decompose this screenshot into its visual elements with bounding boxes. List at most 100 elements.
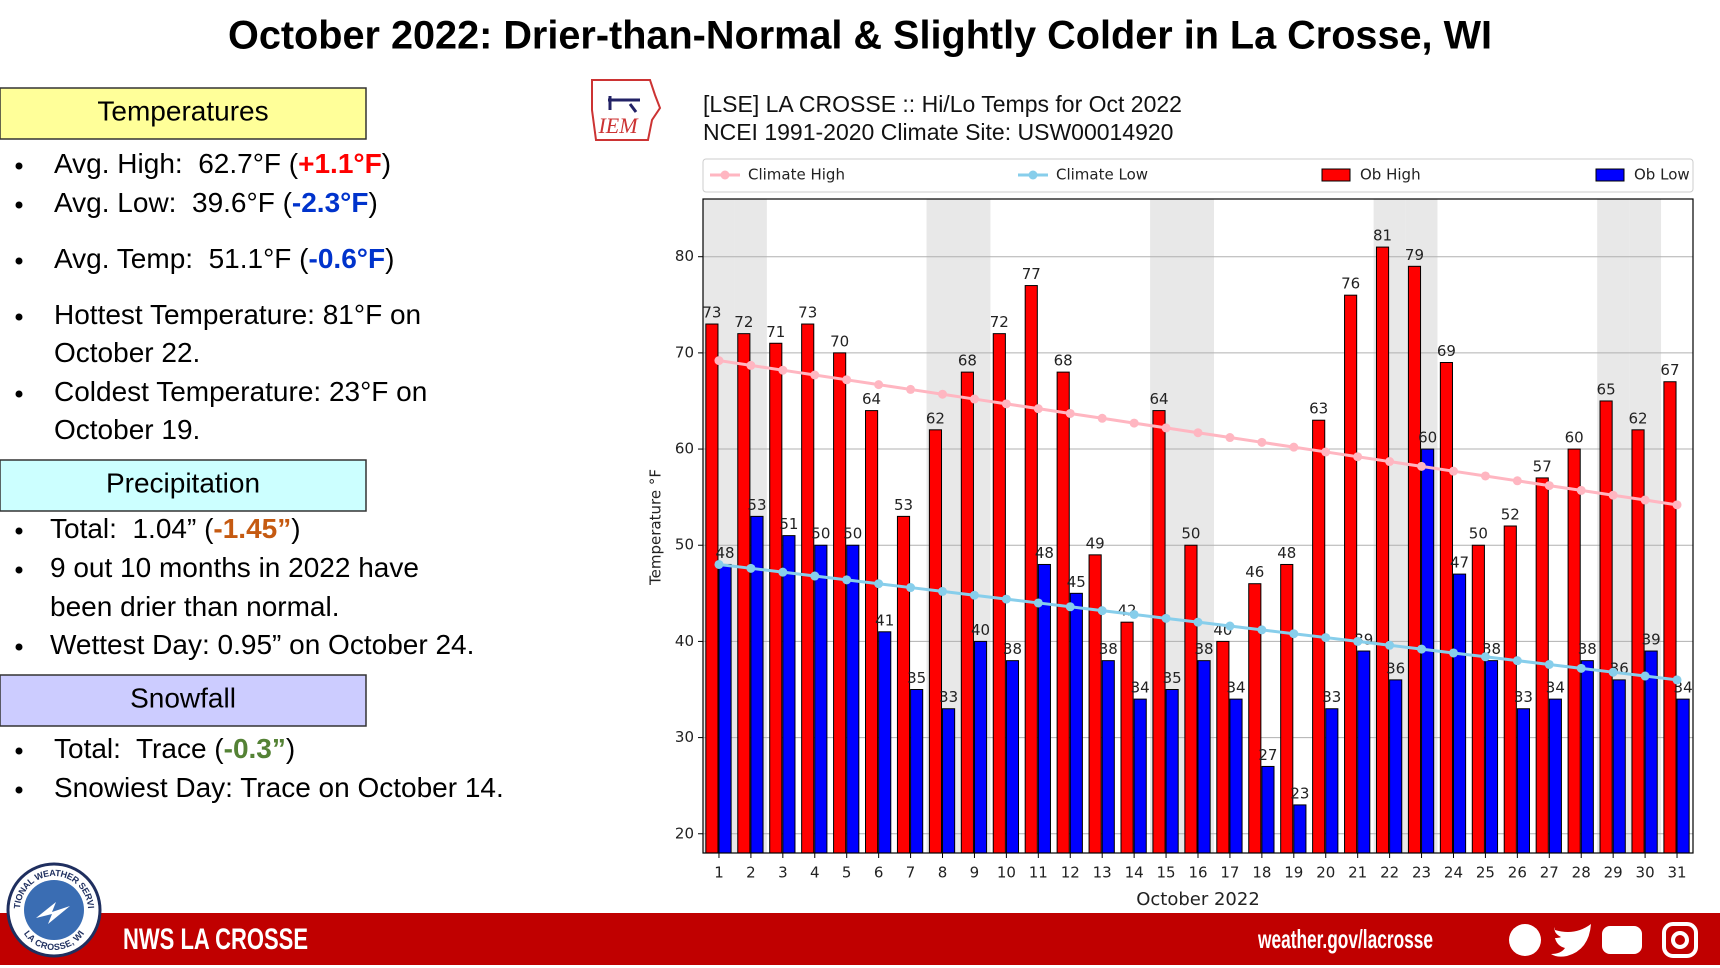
climate-point <box>1161 613 1171 623</box>
bullet <box>15 257 23 265</box>
bar <box>992 333 1006 854</box>
data-label: 34 <box>1131 679 1150 697</box>
climate-point <box>810 370 820 380</box>
bar <box>865 410 879 854</box>
bar <box>960 371 974 854</box>
climate-point <box>1321 447 1331 457</box>
climate-point <box>1225 433 1235 443</box>
climate-point <box>874 380 884 390</box>
climate-point <box>1289 629 1299 639</box>
x-tick-label: 11 <box>1029 864 1048 882</box>
y-tick-label: 60 <box>675 440 694 458</box>
x-tick-label: 30 <box>1636 864 1655 882</box>
x-tick-label: 8 <box>938 864 948 882</box>
legend-swatch <box>1595 168 1625 182</box>
x-tick-label: 27 <box>1540 864 1559 882</box>
data-label: 39 <box>1642 631 1661 649</box>
x-tick-label: 9 <box>970 864 980 882</box>
x-tick-label: 6 <box>874 864 884 882</box>
bar <box>705 323 719 854</box>
bar <box>942 708 956 854</box>
bar <box>1133 698 1147 854</box>
x-tick-label: 5 <box>842 864 852 882</box>
climate-point <box>1640 671 1650 681</box>
chart-title: [LSE] LA CROSSE :: Hi/Lo Temps for Oct 2… <box>703 91 1182 117</box>
climate-point <box>1353 452 1363 462</box>
bar <box>1676 698 1690 854</box>
x-tick-label: 23 <box>1412 864 1431 882</box>
data-label: 46 <box>1245 563 1264 581</box>
bar <box>769 342 783 854</box>
climate-point <box>1065 408 1075 418</box>
bar <box>1407 265 1422 854</box>
data-label: 50 <box>843 525 862 543</box>
climate-point <box>969 590 979 600</box>
bar <box>1229 698 1243 854</box>
bar <box>1024 285 1038 854</box>
x-tick-label: 26 <box>1508 864 1527 882</box>
bullet <box>15 527 23 535</box>
data-label: 72 <box>990 313 1009 331</box>
item-segment: ) <box>286 733 295 764</box>
item-segment: -2.3°F <box>292 187 369 218</box>
climate-point <box>714 559 724 569</box>
x-tick-label: 12 <box>1061 864 1080 882</box>
climate-point <box>810 571 820 581</box>
item-text: Avg. Low: 39.6°F (-2.3°F) <box>54 187 378 218</box>
data-label: 27 <box>1258 746 1277 764</box>
legend-box <box>702 158 1694 193</box>
item-segment: October 22. <box>54 337 200 368</box>
x-tick-label: 3 <box>778 864 788 882</box>
data-label: 50 <box>811 525 830 543</box>
climate-point <box>969 394 979 404</box>
footer-bar <box>0 913 1720 965</box>
item-segment: Avg. High: 62.7°F ( <box>54 148 299 179</box>
climate-point <box>1448 648 1458 658</box>
climate-point <box>1065 602 1075 612</box>
section-box <box>0 459 367 512</box>
bar <box>1644 650 1658 854</box>
social-icons <box>1509 922 1698 958</box>
climate-point <box>906 583 916 593</box>
bar <box>737 333 751 854</box>
bullet <box>15 786 23 794</box>
data-label: 23 <box>1290 784 1309 802</box>
bullet <box>15 747 23 755</box>
data-label: 48 <box>1277 544 1296 562</box>
bar <box>1184 544 1198 854</box>
climate-point <box>1480 471 1490 481</box>
item-segment: October 19. <box>54 414 200 445</box>
bar <box>1439 362 1453 854</box>
section-heading: Temperatures <box>97 95 268 126</box>
climate-point <box>1640 495 1650 505</box>
x-tick-label: 29 <box>1604 864 1623 882</box>
data-label: 48 <box>1035 544 1054 562</box>
bar <box>801 323 815 854</box>
climate-point <box>1385 640 1395 650</box>
bar <box>1344 294 1358 854</box>
data-label: 47 <box>1450 554 1469 572</box>
data-label: 68 <box>958 352 977 370</box>
plot-frame <box>702 198 1694 854</box>
y-tick-label: 20 <box>675 824 694 842</box>
bar <box>1216 640 1230 854</box>
climate-point <box>842 375 852 385</box>
item-text: Wettest Day: 0.95” on October 24. <box>50 629 474 660</box>
item-text: Total: Trace (-0.3”) <box>54 733 295 764</box>
data-label: 60 <box>1565 429 1584 447</box>
x-tick-label: 15 <box>1157 864 1176 882</box>
data-label: 41 <box>875 611 894 629</box>
bar <box>1663 381 1677 854</box>
data-label: 62 <box>926 409 945 427</box>
data-label: 71 <box>766 323 785 341</box>
item-segment: been drier than normal. <box>50 591 340 622</box>
climate-point <box>1512 656 1522 666</box>
x-tick-label: 1 <box>714 864 724 882</box>
bar <box>1375 246 1390 854</box>
climate-point <box>1385 457 1395 467</box>
climate-point <box>1033 598 1043 608</box>
bar <box>1069 592 1083 854</box>
data-label: 69 <box>1437 342 1456 360</box>
item-segment: Snowiest Day: Trace on October 14. <box>54 772 504 803</box>
data-label: 50 <box>1469 525 1488 543</box>
